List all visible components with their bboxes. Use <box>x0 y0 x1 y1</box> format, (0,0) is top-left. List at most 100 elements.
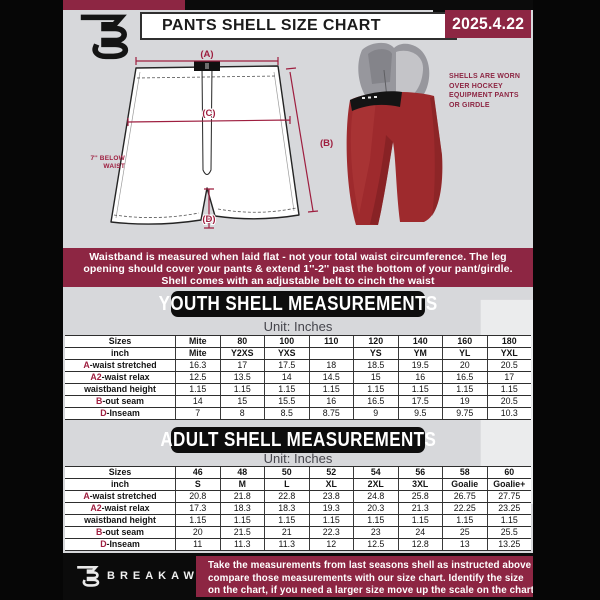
header-black-strip <box>185 0 533 10</box>
table-row: A-waist stretched 20.8 21.8 22.8 23.8 24.8 25.… <box>65 491 531 503</box>
youth-unit-label: Unit: Inches <box>263 319 333 334</box>
measure-line-d <box>204 188 214 229</box>
table-cell: 3XL <box>397 479 443 490</box>
row-label-prefix: D <box>100 408 107 418</box>
table-cell: 1.15 <box>264 384 309 395</box>
below-waist-line2: WAIST <box>103 163 125 170</box>
table-row: D-Inseam 7 8 8.5 8.75 9 9.5 9.75 10.3 <box>65 408 531 420</box>
row-label: waistband height <box>84 384 156 394</box>
measure-label-c: (C) <box>202 108 215 119</box>
row-label-prefix: A <box>83 491 90 501</box>
table-cell: 17.3 <box>175 503 220 514</box>
table-cell: 11.3 <box>219 539 265 550</box>
table-cell: 56 <box>397 467 443 478</box>
title-box: PANTS SHELL SIZE CHART <box>140 12 457 40</box>
table-cell: 12.5 <box>175 372 220 383</box>
date-text: 2025.4.22 <box>451 14 525 33</box>
youth-section-heading: YOUTH SHELL MEASUREMENTS <box>158 291 437 317</box>
footer-note: Take the measurements from last seasons … <box>196 556 533 597</box>
row-label: A2-waist relax <box>90 372 150 382</box>
table-row: A-waist stretched 16.3 17 17.5 18 18.5 19.5 20 2… <box>65 360 531 372</box>
adult-heading-text: ADULT SHELL MEASUREMENTS <box>160 428 436 451</box>
table-cell: 12.5 <box>353 539 398 550</box>
table-cell: 1.15 <box>175 384 220 395</box>
table-cell: 80 <box>219 336 265 347</box>
table-cell: 160 <box>442 336 487 347</box>
table-cell: 21 <box>264 527 309 538</box>
table-cell: 1.15 <box>442 384 487 395</box>
table-cell: 13.5 <box>219 372 265 383</box>
info-banner-line: opening should cover your pants & extend… <box>83 263 513 275</box>
table-row: waistband height 1.15 1.15 1.15 1.15 1.15 1.15… <box>65 515 531 527</box>
table-cell: YXL <box>486 348 532 359</box>
shell-photo-illustration <box>346 42 443 226</box>
table-row: A2-waist relax 12.5 13.5 14 14.5 15 16 16.5 17 <box>65 372 531 384</box>
table-cell: 21.3 <box>397 503 443 514</box>
table-cell: Mite <box>175 348 220 359</box>
photo-caption-line: OR GIRDLE <box>449 101 490 109</box>
photo-caption-line: SHELLS ARE WORN <box>449 73 521 80</box>
row-label: B-out seam <box>96 396 144 406</box>
table-cell: 20 <box>175 527 220 538</box>
footer-bar: BREAKAWAY Take the measurements from las… <box>63 553 533 600</box>
table-cell: Goalie <box>442 479 487 490</box>
table-cell: 25 <box>442 527 487 538</box>
row-label: Sizes <box>108 336 132 346</box>
table-cell: 58 <box>442 467 487 478</box>
table-cell: 17.5 <box>397 396 443 407</box>
table-cell: M <box>219 479 265 490</box>
table-cell: L <box>264 479 309 490</box>
measure-label-b: (B) <box>320 138 333 149</box>
table-cell: 8.75 <box>308 408 354 419</box>
table-cell: 9 <box>353 408 398 419</box>
table-cell: 25.8 <box>397 491 443 502</box>
table-cell: 7 <box>175 408 220 419</box>
row-label-prefix: D <box>100 539 107 549</box>
table-cell: 18 <box>308 360 354 371</box>
table-cell: 100 <box>264 336 309 347</box>
adult-unit-label: Unit: Inches <box>263 451 333 466</box>
row-label: waistband height <box>84 515 156 525</box>
table-cell: 24.8 <box>353 491 398 502</box>
adult-measurements-table: Sizes 46 48 50 52 54 56 58 60 inch S M L XL 2XL 3XL Goal… <box>65 466 531 551</box>
table-cell: 16.5 <box>442 372 487 383</box>
table-cell <box>308 348 354 359</box>
table-row: B-out seam 20 21.5 21 22.3 23 24 25 25.5 <box>65 527 531 539</box>
table-cell: 27.75 <box>486 491 532 502</box>
table-cell: Mite <box>175 336 220 347</box>
table-cell: 1.15 <box>486 515 532 526</box>
table-cell: 1.15 <box>486 384 532 395</box>
table-cell: 16.3 <box>175 360 220 371</box>
table-cell: 19.5 <box>397 360 443 371</box>
photo-caption: SHELLS ARE WORN OVER HOCKEY EQUIPMENT PA… <box>449 72 533 110</box>
table-cell: 2XL <box>353 479 398 490</box>
info-banner-line: Waistband is measured when laid flat - n… <box>89 251 507 263</box>
below-waist-note: 7'' BELOW WAIST <box>79 155 125 171</box>
row-label: inch <box>110 348 130 358</box>
table-cell: 15.5 <box>264 396 309 407</box>
info-banner-line: Shell comes with an adjustable belt to c… <box>161 275 435 287</box>
row-label: Sizes <box>108 467 132 477</box>
row-label: A-waist stretched <box>83 491 157 501</box>
table-cell: 18.3 <box>219 503 265 514</box>
table-cell: 12.8 <box>397 539 443 550</box>
table-cell: 16 <box>397 372 443 383</box>
youth-measurements-table: Sizes Mite 80 100 110 120 140 160 180 inch Mite Y2X… <box>65 335 531 420</box>
measure-label-a: (A) <box>200 49 213 60</box>
row-label: D-Inseam <box>100 539 140 549</box>
table-cell: 22.8 <box>264 491 309 502</box>
table-cell: 1.15 <box>308 515 354 526</box>
table-cell: 1.15 <box>219 515 265 526</box>
table-cell: 1.15 <box>353 515 398 526</box>
footer-brand-name: BREAKAWAY <box>107 569 223 582</box>
table-cell: 52 <box>308 467 354 478</box>
measure-line-c <box>127 116 291 126</box>
table-cell: 14.5 <box>308 372 354 383</box>
table-cell: 23.8 <box>308 491 354 502</box>
info-banner: Waistband is measured when laid flat - n… <box>63 248 533 287</box>
footer-note-line: compare those measurements with our size… <box>208 572 524 584</box>
table-cell: XL <box>308 479 354 490</box>
table-cell: 12 <box>308 539 354 550</box>
row-label: A-waist stretched <box>83 360 157 370</box>
row-label-prefix: A2 <box>90 503 102 513</box>
